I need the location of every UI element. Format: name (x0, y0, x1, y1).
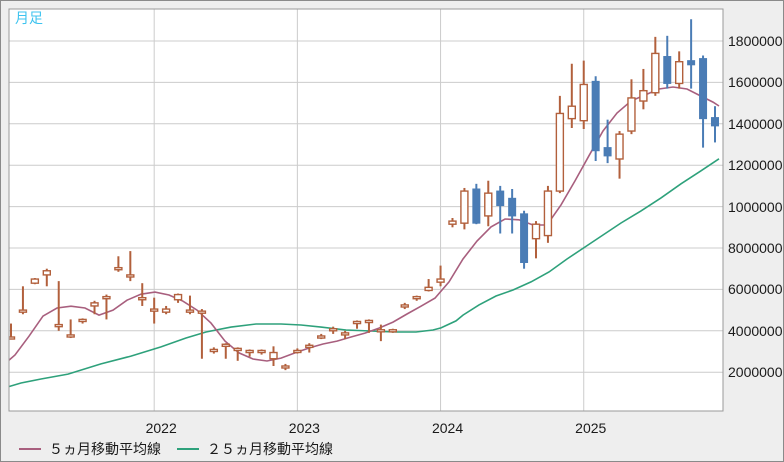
chart-window: 月足 1800000016000000140000001200000010000… (0, 0, 784, 462)
candlestick-chart-canvas[interactable] (1, 1, 784, 462)
